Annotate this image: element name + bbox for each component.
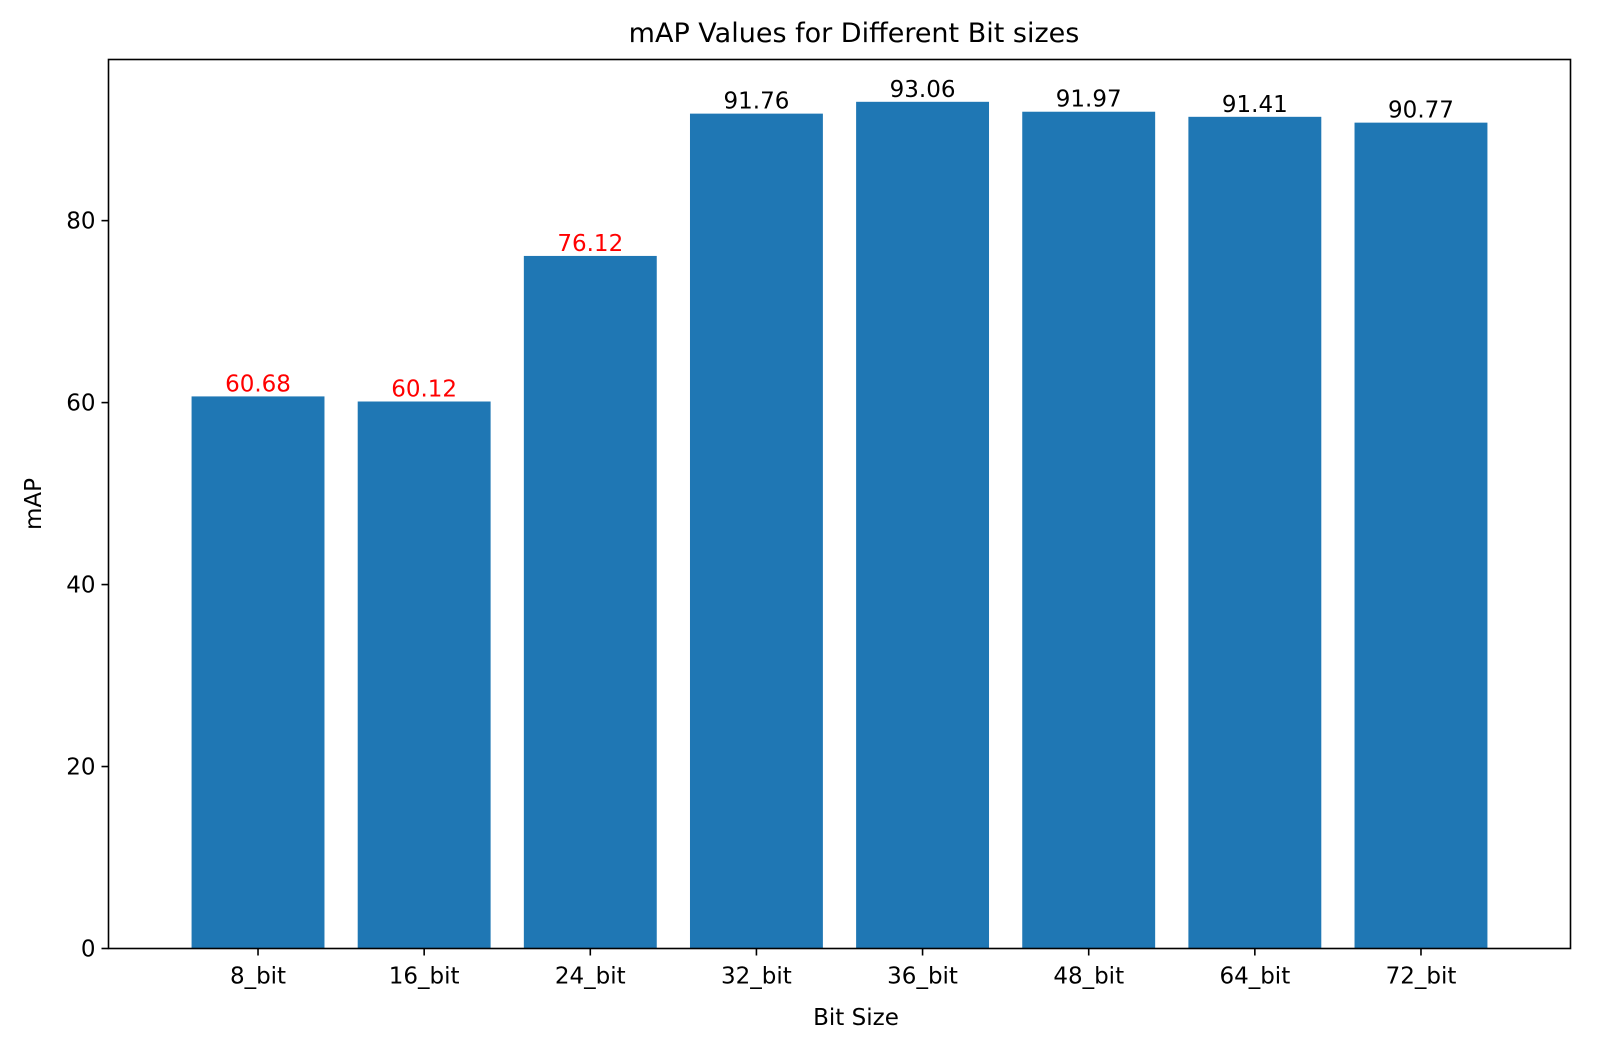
y-tick-label-0: 0: [81, 937, 96, 963]
bar-48_bit: [1022, 111, 1156, 949]
x-tick-label-16_bit: 16_bit: [389, 964, 460, 990]
x-tick-label-32_bit: 32_bit: [721, 964, 792, 990]
value-label-48_bit: 91.97: [1056, 87, 1122, 113]
bar-72_bit: [1354, 122, 1488, 949]
x-tick-label-72_bit: 72_bit: [1386, 964, 1457, 990]
y-tick-label-40: 40: [66, 573, 95, 599]
x-tick-label-24_bit: 24_bit: [555, 964, 626, 990]
bar-32_bit: [689, 113, 823, 949]
y-tick-label-20: 20: [66, 755, 95, 781]
bar-24_bit: [523, 255, 657, 949]
axes-frame: [107, 58, 1572, 950]
x-tick-label-64_bit: 64_bit: [1219, 964, 1290, 990]
value-label-16_bit: 60.12: [391, 377, 457, 403]
value-label-8_bit: 60.68: [225, 371, 291, 397]
bar-64_bit: [1188, 116, 1322, 949]
value-label-32_bit: 91.76: [724, 89, 790, 115]
value-label-24_bit: 76.12: [557, 231, 623, 257]
bar-36_bit: [856, 101, 990, 949]
plot-area: 60.68 8_bit 60.12 16_bit 76.12 24_bit 91.76 32_…: [66, 77, 1488, 990]
x-tick-label-36_bit: 36_bit: [887, 964, 958, 990]
bar-16_bit: [357, 401, 491, 949]
y-tick-label-60: 60: [66, 391, 95, 417]
bar-8_bit: [191, 396, 325, 949]
y-axis-label: mAP: [21, 478, 47, 530]
value-label-72_bit: 90.77: [1388, 98, 1454, 124]
x-tick-label-8_bit: 8_bit: [230, 964, 286, 990]
x-axis-label: Bit Size: [813, 1005, 899, 1031]
x-tick-label-48_bit: 48_bit: [1053, 964, 1124, 990]
chart-title: mAP Values for Different Bit sizes: [629, 18, 1080, 49]
value-label-36_bit: 93.06: [890, 77, 956, 103]
value-label-64_bit: 91.41: [1222, 92, 1288, 118]
y-tick-label-80: 80: [66, 209, 95, 235]
